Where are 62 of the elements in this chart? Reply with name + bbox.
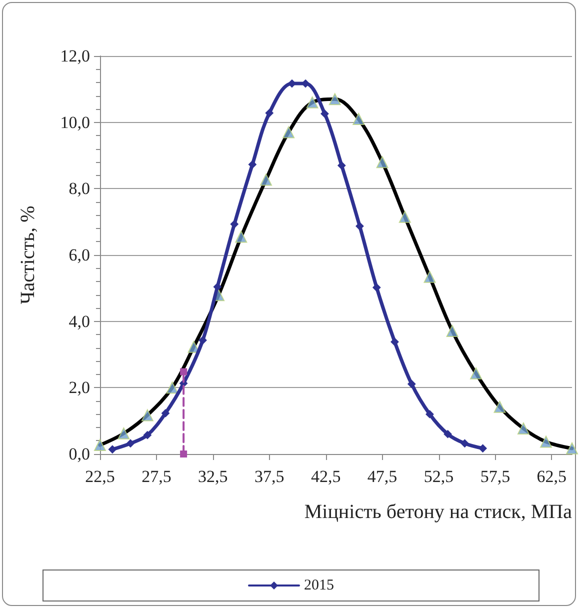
point bbox=[213, 282, 222, 291]
point bbox=[328, 93, 341, 106]
point bbox=[126, 439, 134, 448]
y-tick-label: 6,0 bbox=[68, 246, 90, 264]
y-tick-label: 0,0 bbox=[68, 444, 90, 464]
point bbox=[494, 400, 506, 413]
x-axis-title: Міцність бетону на стиск, МПа bbox=[304, 501, 572, 523]
x-tick-label: 22,5 bbox=[85, 467, 115, 486]
point bbox=[352, 113, 365, 126]
x-tick-label: 57,5 bbox=[480, 467, 510, 486]
legend-label: 2015 bbox=[304, 578, 334, 594]
point bbox=[302, 80, 310, 88]
point bbox=[390, 338, 399, 346]
x-tick-label: 47,5 bbox=[367, 467, 398, 486]
point bbox=[446, 324, 458, 337]
point bbox=[460, 439, 469, 448]
x-tick-label: 52,5 bbox=[424, 467, 454, 486]
point bbox=[478, 444, 487, 452]
point bbox=[141, 409, 154, 422]
point bbox=[356, 222, 364, 230]
point bbox=[398, 210, 411, 223]
point bbox=[540, 436, 552, 448]
point bbox=[566, 442, 578, 454]
point bbox=[408, 380, 416, 388]
x-tick-label: 27,5 bbox=[142, 467, 172, 486]
point bbox=[166, 382, 178, 394]
point bbox=[230, 220, 238, 228]
y-tick-label: 10,0 bbox=[60, 112, 90, 132]
point bbox=[376, 156, 388, 168]
point bbox=[306, 96, 318, 108]
y-tick-label: 12,0 bbox=[60, 46, 90, 66]
point bbox=[248, 160, 256, 168]
point bbox=[320, 110, 329, 118]
point bbox=[188, 340, 200, 353]
point bbox=[265, 109, 274, 118]
y-tick-label: 2,0 bbox=[68, 378, 90, 398]
point bbox=[426, 410, 434, 418]
y-tick-label: 8,0 bbox=[68, 179, 90, 198]
point bbox=[338, 161, 346, 170]
point bbox=[180, 368, 188, 376]
x-tick-label: 42,5 bbox=[310, 467, 341, 486]
point bbox=[143, 431, 152, 440]
point bbox=[94, 439, 106, 452]
x-tick-label: 62,5 bbox=[536, 467, 567, 486]
point bbox=[118, 427, 130, 440]
point bbox=[282, 126, 295, 138]
y-axis-title: Частість, % bbox=[17, 206, 39, 304]
y-tick-label: 4,0 bbox=[68, 312, 90, 331]
point bbox=[260, 174, 272, 186]
point bbox=[470, 367, 482, 380]
x-tick-label: 32,5 bbox=[198, 467, 228, 486]
point bbox=[424, 270, 436, 283]
point bbox=[372, 284, 381, 292]
point bbox=[180, 450, 188, 458]
point bbox=[444, 430, 452, 438]
point bbox=[108, 445, 116, 454]
point bbox=[198, 336, 207, 344]
point bbox=[288, 80, 296, 88]
x-tick-label: 37,5 bbox=[254, 467, 284, 486]
point bbox=[235, 230, 248, 243]
point bbox=[161, 409, 170, 418]
point bbox=[517, 422, 530, 434]
